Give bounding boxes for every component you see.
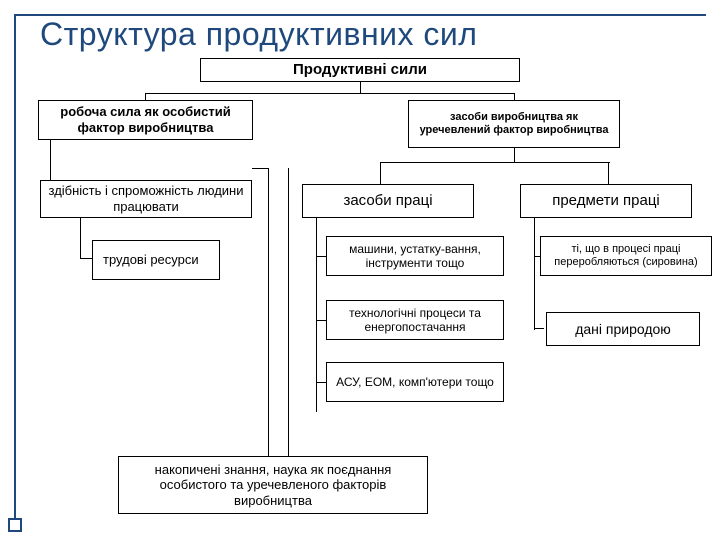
frame-corner-square: [8, 518, 22, 532]
conn: [316, 382, 326, 383]
conn: [252, 168, 268, 169]
node-root: Продуктивні сили: [200, 58, 520, 82]
node-raw: ті, що в процесі праці переробляються (с…: [540, 236, 712, 276]
frame-left: [14, 14, 16, 526]
node-objects-labor-label: предмети праці: [552, 192, 660, 210]
conn: [316, 320, 326, 321]
conn: [534, 328, 544, 329]
node-root-label: Продуктивні сили: [293, 61, 427, 79]
node-tech-proc: технологічні процеси та енергопостачання: [326, 300, 504, 340]
node-raw-label: ті, що в процесі праці переробляються (с…: [547, 243, 705, 269]
node-ability: здібність і спроможність людини працюват…: [40, 180, 252, 218]
node-asu-label: АСУ, ЕОМ, комп'ютери тощо: [336, 375, 494, 389]
node-labor-force-label: робоча сила як особистий фактор виробниц…: [45, 104, 246, 135]
node-machines: машини, устатку-вання, інструменти тощо: [326, 236, 504, 276]
conn: [145, 93, 515, 94]
node-means-prod-label: засоби виробництва як уречевлений фактор…: [415, 111, 613, 137]
conn: [514, 148, 515, 162]
conn: [380, 162, 610, 163]
node-means-labor: засоби праці: [302, 184, 474, 218]
conn: [380, 162, 381, 184]
node-machines-label: машини, устатку-вання, інструменти тощо: [333, 242, 497, 271]
node-knowledge: накопичені знання, наука як поєднання ос…: [118, 456, 428, 514]
node-labor-force: робоча сила як особистий фактор виробниц…: [38, 100, 253, 140]
node-nature-label: дані природою: [575, 321, 671, 338]
node-tech-proc-label: технологічні процеси та енергопостачання: [333, 306, 497, 335]
conn: [288, 168, 289, 458]
conn: [316, 256, 326, 257]
node-nature: дані природою: [546, 312, 700, 346]
conn: [80, 258, 92, 259]
node-ability-label: здібність і спроможність людини працюват…: [47, 183, 245, 214]
conn: [608, 162, 609, 184]
node-means-labor-label: засоби праці: [343, 192, 432, 210]
conn: [80, 218, 81, 258]
node-means-prod: засоби виробництва як уречевлений фактор…: [408, 100, 620, 148]
node-objects-labor: предмети праці: [520, 184, 692, 218]
node-labor-res: трудові ресурси: [92, 240, 220, 280]
page-title: Структура продуктивних сил: [40, 16, 477, 53]
conn: [534, 216, 535, 330]
node-labor-res-label: трудові ресурси: [103, 252, 199, 268]
conn: [360, 80, 361, 94]
conn: [268, 168, 269, 458]
node-asu: АСУ, ЕОМ, комп'ютери тощо: [326, 362, 504, 402]
node-knowledge-label: накопичені знання, наука як поєднання ос…: [125, 462, 421, 509]
